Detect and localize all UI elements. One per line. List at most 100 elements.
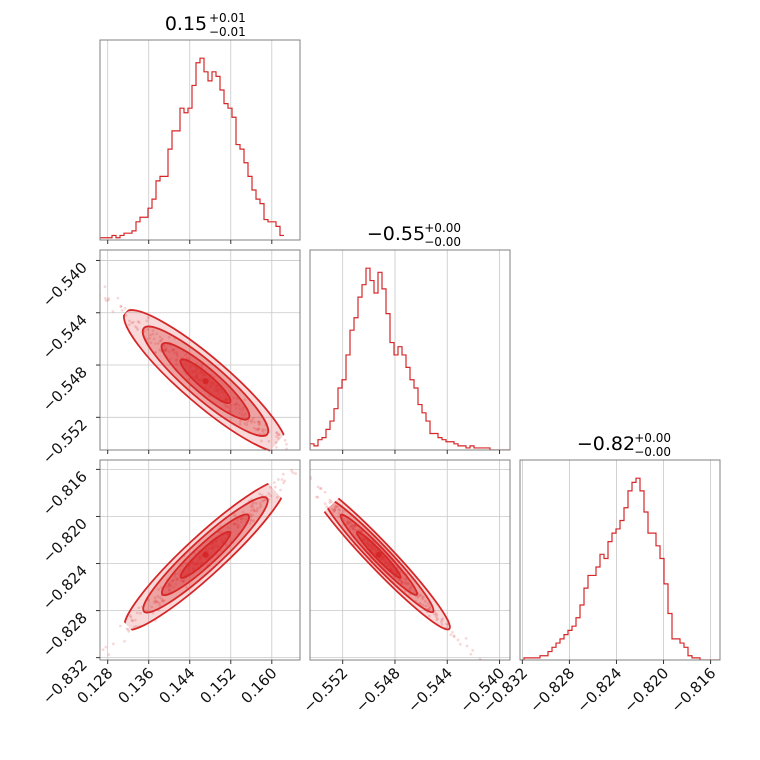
scatter-point xyxy=(424,604,428,608)
scatter-point xyxy=(336,515,340,519)
scatter-point xyxy=(249,505,253,508)
scatter-point xyxy=(158,335,162,339)
scatter-point xyxy=(235,402,238,406)
scatter-point xyxy=(469,652,473,656)
scatter-point xyxy=(184,353,187,357)
scatter-point xyxy=(148,336,152,340)
scatter-point xyxy=(428,605,432,609)
scatter-point xyxy=(133,618,137,622)
scatter-point xyxy=(247,419,251,422)
scatter-point xyxy=(239,419,242,423)
scatter-point xyxy=(126,628,130,631)
param-title-upper-2: +0.00 xyxy=(634,431,671,445)
xtick-label: 0.160 xyxy=(238,664,281,707)
scatter-point xyxy=(249,514,253,518)
scatter-point xyxy=(252,507,256,511)
scatter-point xyxy=(277,433,281,437)
scatter-point xyxy=(175,578,179,582)
scatter-point xyxy=(156,594,160,598)
scatter-point xyxy=(350,525,353,529)
scatter-point xyxy=(241,510,245,514)
scatter-point xyxy=(398,578,402,582)
scatter-point xyxy=(167,350,171,353)
scatter-point xyxy=(258,492,262,496)
param-title-upper-0: +0.01 xyxy=(209,11,246,25)
scatter-point xyxy=(251,513,254,517)
scatter-point xyxy=(119,624,122,628)
scatter-point xyxy=(134,625,138,628)
scatter-point xyxy=(242,406,245,410)
xtick-label: −0.824 xyxy=(573,664,625,716)
scatter-point xyxy=(226,405,230,408)
scatter-point xyxy=(136,320,140,324)
scatter-point xyxy=(63,257,66,260)
scatter-point xyxy=(330,500,333,504)
param-title-2: −0.82 xyxy=(577,433,635,455)
scatter-point xyxy=(250,503,254,506)
scatter-point xyxy=(245,423,249,427)
xtick-label: −0.544 xyxy=(404,664,456,716)
scatter-point xyxy=(403,577,407,581)
ytick-label: −0.828 xyxy=(39,609,91,661)
scatter-panel-1-2 xyxy=(306,459,511,664)
scatter-point xyxy=(153,596,157,600)
scatter-point xyxy=(423,600,427,603)
scatter-point xyxy=(172,348,175,351)
scatter-point xyxy=(168,585,171,588)
scatter-point xyxy=(147,598,150,602)
scatter-point xyxy=(334,504,338,508)
scatter-point xyxy=(349,524,353,528)
scatter-point xyxy=(428,614,431,618)
scatter-point xyxy=(263,498,267,501)
scatter-point xyxy=(172,351,176,355)
scatter-point xyxy=(237,525,240,529)
scatter-point xyxy=(224,405,228,408)
scatter-point xyxy=(353,524,357,528)
scatter-point xyxy=(427,602,430,605)
scatter-point xyxy=(160,337,164,341)
scatter-point xyxy=(175,352,179,356)
xtick-label: 0.136 xyxy=(114,664,157,707)
scatter-point xyxy=(269,485,272,489)
scatter-point xyxy=(337,511,341,515)
scatter-point xyxy=(404,582,407,586)
scatter-point xyxy=(104,299,108,303)
ytick-label: −0.816 xyxy=(39,468,91,520)
scatter-point xyxy=(172,585,176,589)
scatter-point xyxy=(419,594,423,598)
scatter-point xyxy=(232,396,235,400)
scatter-point xyxy=(182,579,185,583)
scatter-point xyxy=(123,306,127,310)
scatter-point xyxy=(167,584,171,587)
scatter-point xyxy=(172,348,176,352)
scatter-point xyxy=(321,441,324,444)
histogram-step-1 xyxy=(310,267,510,450)
scatter-point xyxy=(250,519,253,523)
scatter-point xyxy=(238,407,242,411)
scatter-point xyxy=(149,341,153,345)
scatter-point xyxy=(290,452,293,455)
scatter-point xyxy=(123,639,126,643)
scatter-point xyxy=(163,349,167,353)
scatter-point xyxy=(408,588,412,592)
scatter-point xyxy=(106,298,110,302)
scatter-point xyxy=(351,527,355,531)
scatter-point xyxy=(238,411,242,415)
scatter-point xyxy=(179,578,183,582)
scatter-point xyxy=(132,626,136,629)
ytick-label: −0.552 xyxy=(39,415,91,467)
scatter-point xyxy=(241,408,245,412)
scatter-point xyxy=(352,524,356,528)
scatter-point xyxy=(124,314,128,317)
scatter-point xyxy=(316,485,320,489)
scatter-point xyxy=(158,596,162,600)
scatter-point xyxy=(275,431,278,434)
scatter-point xyxy=(397,578,401,581)
scatter-point xyxy=(272,481,276,484)
scatter-point xyxy=(167,582,171,586)
scatter-point xyxy=(116,296,120,300)
scatter-point xyxy=(434,612,438,615)
scatter-point xyxy=(233,522,237,526)
scatter-point xyxy=(435,618,439,622)
scatter-point xyxy=(345,522,349,525)
